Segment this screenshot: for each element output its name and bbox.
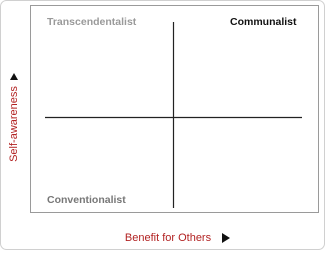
quadrant-label: Transcendentalist bbox=[47, 16, 137, 28]
quadrant-label: Communalist bbox=[230, 16, 297, 28]
x-axis-label: Benefit for Others bbox=[125, 232, 212, 244]
y-axis-group: Self-awareness bbox=[8, 73, 20, 162]
y-axis-arrow bbox=[10, 73, 18, 80]
plot-frame bbox=[30, 5, 319, 213]
quadrant-label: Conventionalist bbox=[47, 194, 126, 206]
y-axis-label: Self-awareness bbox=[8, 86, 20, 162]
x-axis-arrow bbox=[222, 233, 230, 243]
